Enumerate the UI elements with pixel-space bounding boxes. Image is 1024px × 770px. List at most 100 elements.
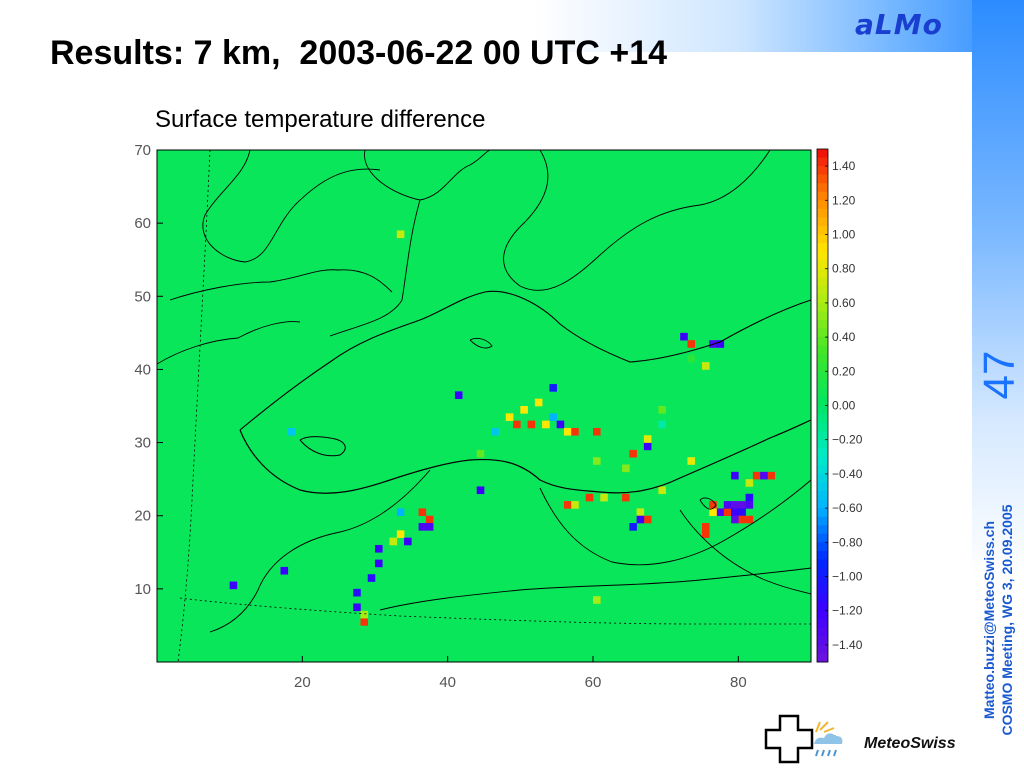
colorbar-segment <box>817 405 828 415</box>
colorbar-segment <box>817 448 828 458</box>
heatmap-cell <box>716 508 725 517</box>
x-tick-label: 40 <box>439 674 456 691</box>
heatmap-cell <box>636 515 645 524</box>
colorbar-segment <box>817 362 828 372</box>
colorbar-segment <box>817 311 828 321</box>
colorbar-segment <box>817 234 828 244</box>
colorbar-segment <box>817 516 828 526</box>
x-tick-label: 20 <box>294 674 311 691</box>
colorbar-segment <box>817 166 828 176</box>
colorbar-segment <box>817 636 828 646</box>
colorbar-tick-label: −0.20 <box>832 433 863 447</box>
colorbar-segment <box>817 268 828 278</box>
heatmap-cell <box>709 501 717 509</box>
colorbar-tick-label: 0.80 <box>832 262 856 276</box>
heatmap-cell <box>549 384 557 392</box>
heatmap-cell <box>600 493 608 502</box>
heatmap-cell <box>367 574 376 582</box>
contour-line <box>202 149 381 263</box>
colorbar-tick-label: 0.40 <box>832 330 856 344</box>
colorbar-segment <box>817 225 828 235</box>
colorbar-segment <box>817 251 828 261</box>
heatmap-cell <box>643 435 652 443</box>
heatmap-cell <box>513 420 521 429</box>
heatmap-cell <box>622 464 630 473</box>
heatmap-cell <box>593 427 601 436</box>
colorbar-segment <box>817 491 828 501</box>
heatmap-cell <box>593 596 601 604</box>
slide-title: Results: 7 km, 2003-06-22 00 UTC +14 <box>50 34 668 72</box>
heatmap-cell <box>702 362 710 370</box>
colorbar-segment <box>817 388 828 398</box>
heatmap-cell <box>643 442 652 451</box>
y-tick-label: 30 <box>134 435 151 452</box>
colorbar-segment <box>817 567 828 577</box>
heatmap-cell <box>396 530 405 538</box>
colorbar-segment <box>817 585 828 595</box>
lake-outline <box>299 436 346 457</box>
heatmap-cell <box>731 508 739 517</box>
heatmap-cell <box>636 508 645 517</box>
colorbar-tick-label: −1.00 <box>832 570 863 584</box>
colorbar-segment <box>817 345 828 355</box>
heatmap-cell <box>396 230 405 239</box>
heatmap-cell <box>738 508 746 517</box>
border-line <box>239 419 812 494</box>
cloud-icon <box>814 733 843 757</box>
lake-outline <box>469 337 493 349</box>
colorbar-segment <box>817 627 828 637</box>
heatmap-cell <box>745 493 754 502</box>
heatmap-cell <box>375 559 383 568</box>
colorbar-tick-label: 0.60 <box>832 296 856 310</box>
y-tick-label: 20 <box>134 508 151 525</box>
colorbar-tick-label: 0.20 <box>832 364 856 378</box>
colorbar-segment <box>817 337 828 347</box>
x-tick-label: 80 <box>730 674 747 691</box>
swiss-cross-icon <box>764 714 814 764</box>
colorbar-segment <box>817 593 828 603</box>
colorbar-segment <box>817 208 828 218</box>
lake-outline <box>699 497 717 510</box>
contour-line <box>679 509 812 595</box>
y-tick-label: 60 <box>134 215 151 232</box>
colorbar-tick-label: −0.40 <box>832 467 863 481</box>
heatmap-cell <box>353 588 361 597</box>
heatmap-cell <box>745 479 754 487</box>
heatmap-cell <box>389 537 398 546</box>
colorbar-segment <box>817 200 828 210</box>
colorbar-segment <box>817 542 828 552</box>
heatmap-cell <box>658 406 666 414</box>
heatmap-cell <box>527 420 536 429</box>
heatmap-cell <box>629 449 637 458</box>
heatmap-cell <box>745 515 754 524</box>
contour-line <box>156 321 301 365</box>
sun-icon <box>815 721 836 737</box>
heatmap-cell <box>731 515 739 524</box>
heatmap-cell <box>702 523 710 531</box>
heatmap-cell <box>425 515 434 524</box>
colorbar-segment <box>817 653 828 663</box>
heatmap-cell <box>360 610 369 619</box>
y-tick-label: 70 <box>134 142 151 159</box>
chart-title: Surface temperature difference <box>155 106 486 133</box>
colorbar-tick-label: −0.80 <box>832 535 863 549</box>
heatmap-cell <box>563 501 572 509</box>
colorbar-segment <box>817 525 828 535</box>
colorbar-segment <box>817 439 828 449</box>
heatmap-cell <box>542 420 550 429</box>
colorbar-tick-label: 0.00 <box>832 399 856 413</box>
heatmap-cell <box>534 398 543 407</box>
heatmap-background <box>157 150 811 662</box>
colorbar-segment <box>817 217 828 227</box>
heatmap-cell <box>687 457 696 465</box>
dotted-reference-line <box>179 597 811 625</box>
colorbar-tick-label: −1.20 <box>832 604 863 618</box>
heatmap-cell <box>687 340 696 348</box>
heatmap-cell <box>418 508 427 517</box>
heatmap-cell <box>476 486 485 495</box>
colorbar-segment <box>817 149 828 159</box>
colorbar-segment <box>817 302 828 312</box>
colorbar-segment <box>817 456 828 466</box>
y-tick-label: 10 <box>134 581 151 598</box>
heatmap-cell <box>571 427 579 436</box>
